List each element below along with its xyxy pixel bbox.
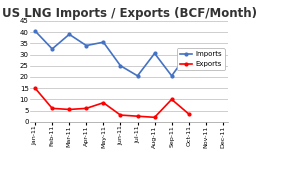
Exports — [153, 116, 156, 118]
Imports — [85, 45, 88, 47]
Exports — [187, 113, 190, 115]
Imports — [187, 51, 190, 53]
Exports — [50, 107, 54, 109]
Exports — [136, 115, 139, 117]
Line: Imports: Imports — [34, 30, 190, 77]
Imports — [50, 48, 54, 50]
Exports — [119, 114, 122, 116]
Imports — [102, 41, 105, 43]
Legend: Imports, Exports: Imports, Exports — [177, 48, 224, 70]
Title: US LNG Imports / Exports (BCF/Month): US LNG Imports / Exports (BCF/Month) — [2, 7, 256, 20]
Imports — [68, 33, 71, 35]
Exports — [33, 87, 37, 89]
Line: Exports: Exports — [34, 87, 190, 119]
Imports — [170, 75, 173, 77]
Exports — [85, 107, 88, 109]
Imports — [153, 52, 156, 54]
Exports — [68, 108, 71, 110]
Imports — [136, 75, 139, 77]
Exports — [170, 98, 173, 100]
Imports — [119, 65, 122, 67]
Exports — [102, 102, 105, 104]
Imports — [33, 30, 37, 32]
